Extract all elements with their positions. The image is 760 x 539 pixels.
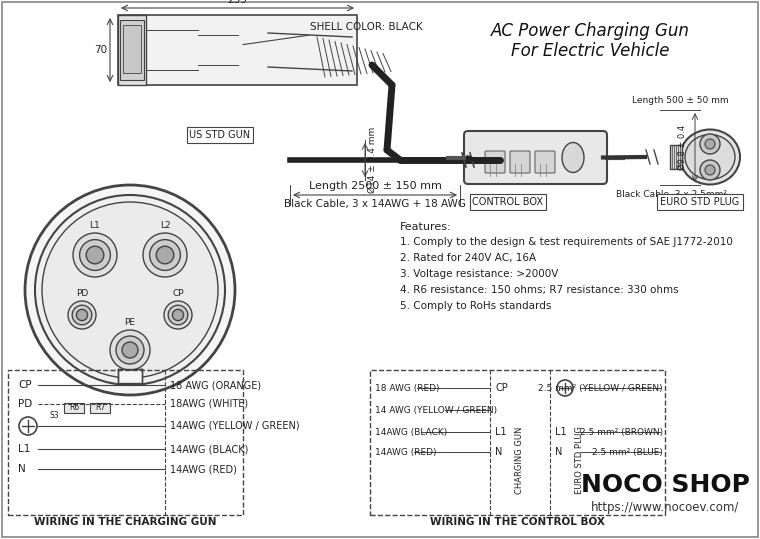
Text: R7: R7 xyxy=(95,404,105,412)
Text: 5. Comply to RoHs standards: 5. Comply to RoHs standards xyxy=(400,301,551,311)
Text: SHELL COLOR: BLACK: SHELL COLOR: BLACK xyxy=(242,22,423,45)
Text: L1: L1 xyxy=(495,427,507,437)
Text: 4. R6 resistance: 150 ohms; R7 resistance: 330 ohms: 4. R6 resistance: 150 ohms; R7 resistanc… xyxy=(400,285,679,295)
Text: EURO STD PLUG: EURO STD PLUG xyxy=(575,426,584,494)
Circle shape xyxy=(68,301,96,329)
FancyBboxPatch shape xyxy=(535,151,555,173)
Text: Ø14 ± 0.4 mm: Ø14 ± 0.4 mm xyxy=(368,127,377,193)
Bar xyxy=(123,25,141,73)
Text: PE: PE xyxy=(125,318,135,327)
Circle shape xyxy=(25,185,235,395)
Ellipse shape xyxy=(685,135,735,179)
Bar xyxy=(120,20,144,80)
Text: 18AWG (WHITE): 18AWG (WHITE) xyxy=(170,399,248,409)
Circle shape xyxy=(164,301,192,329)
Text: L2: L2 xyxy=(160,221,170,230)
Text: L1: L1 xyxy=(18,444,30,454)
Text: 18 AWG (RED): 18 AWG (RED) xyxy=(375,384,439,392)
Text: CHARGING GUN: CHARGING GUN xyxy=(515,426,524,494)
Circle shape xyxy=(116,336,144,364)
Bar xyxy=(670,145,682,169)
Bar xyxy=(90,403,110,413)
Text: 14AWG (RED): 14AWG (RED) xyxy=(170,464,237,474)
Bar xyxy=(118,15,357,85)
Text: 3. Voltage resistance: >2000V: 3. Voltage resistance: >2000V xyxy=(400,269,559,279)
Text: Ø9.8 ± 0.4: Ø9.8 ± 0.4 xyxy=(677,125,686,170)
Circle shape xyxy=(80,240,110,271)
Text: https://www.nocoev.com/: https://www.nocoev.com/ xyxy=(591,501,739,515)
FancyBboxPatch shape xyxy=(510,151,530,173)
Text: Black Cable, 3 x 14AWG + 18 AWG: Black Cable, 3 x 14AWG + 18 AWG xyxy=(284,199,466,209)
Circle shape xyxy=(157,246,174,264)
Circle shape xyxy=(705,165,715,175)
Circle shape xyxy=(35,195,225,385)
Circle shape xyxy=(77,309,87,321)
Text: CP: CP xyxy=(495,383,508,393)
Text: Length 2500 ± 150 mm: Length 2500 ± 150 mm xyxy=(309,181,442,191)
Ellipse shape xyxy=(680,129,740,184)
Circle shape xyxy=(150,240,180,271)
Circle shape xyxy=(86,246,104,264)
Text: 70: 70 xyxy=(94,45,107,55)
Circle shape xyxy=(143,233,187,277)
Text: Length 500 ± 50 mm: Length 500 ± 50 mm xyxy=(632,96,728,105)
Text: 14AWG (YELLOW / GREEN): 14AWG (YELLOW / GREEN) xyxy=(170,421,299,431)
Text: WIRING IN THE CHARGING GUN: WIRING IN THE CHARGING GUN xyxy=(34,517,217,527)
Ellipse shape xyxy=(562,142,584,172)
Text: 1. Comply to the design & test requirements of SAE J1772-2010: 1. Comply to the design & test requireme… xyxy=(400,237,733,247)
Text: 2.5 mm² (YELLOW / GREEN): 2.5 mm² (YELLOW / GREEN) xyxy=(538,384,663,392)
Text: WIRING IN THE CONTROL BOX: WIRING IN THE CONTROL BOX xyxy=(430,517,605,527)
Text: Features:: Features: xyxy=(400,222,451,232)
Text: N: N xyxy=(495,447,502,457)
Text: NOCO SHOP: NOCO SHOP xyxy=(581,473,749,497)
Text: N: N xyxy=(18,464,26,474)
Circle shape xyxy=(73,233,117,277)
Text: 18 AWG (ORANGE): 18 AWG (ORANGE) xyxy=(170,380,261,390)
Text: 239: 239 xyxy=(227,0,248,5)
Text: N: N xyxy=(555,447,562,457)
Bar xyxy=(118,369,142,383)
FancyBboxPatch shape xyxy=(485,151,505,173)
Text: CP: CP xyxy=(18,380,32,390)
Text: AC Power Charging Gun: AC Power Charging Gun xyxy=(490,22,689,40)
Bar xyxy=(8,370,243,515)
Circle shape xyxy=(168,305,188,325)
Bar xyxy=(118,15,146,85)
Circle shape xyxy=(173,309,184,321)
Text: For Electric Vehicle: For Electric Vehicle xyxy=(511,42,670,60)
Circle shape xyxy=(557,380,573,396)
Bar xyxy=(64,403,84,413)
Text: 14AWG (BLACK): 14AWG (BLACK) xyxy=(170,444,249,454)
Circle shape xyxy=(700,160,720,180)
Circle shape xyxy=(122,342,138,358)
Text: L1: L1 xyxy=(90,221,100,230)
Text: L1: L1 xyxy=(555,427,567,437)
Circle shape xyxy=(42,202,218,378)
Text: Black Cable, 3 x 2.5mm²: Black Cable, 3 x 2.5mm² xyxy=(616,190,727,199)
Bar xyxy=(370,370,665,515)
Text: 14AWG (BLACK): 14AWG (BLACK) xyxy=(375,427,447,437)
Text: S3: S3 xyxy=(49,411,59,419)
Text: R6: R6 xyxy=(69,404,79,412)
FancyBboxPatch shape xyxy=(464,131,607,184)
Circle shape xyxy=(19,417,37,435)
Text: 2. Rated for 240V AC, 16A: 2. Rated for 240V AC, 16A xyxy=(400,253,536,263)
Text: 14AWG (RED): 14AWG (RED) xyxy=(375,447,436,457)
Text: 2.5 mm² (BROWN): 2.5 mm² (BROWN) xyxy=(580,427,663,437)
Text: CONTROL BOX: CONTROL BOX xyxy=(473,197,543,207)
Text: 2.5 mm² (BLUE): 2.5 mm² (BLUE) xyxy=(592,447,663,457)
Text: US STD GUN: US STD GUN xyxy=(189,130,251,140)
Text: CP: CP xyxy=(173,289,184,298)
Text: PD: PD xyxy=(76,289,88,298)
Text: EURO STD PLUG: EURO STD PLUG xyxy=(660,197,739,207)
Text: 14 AWG (YELLOW / GREEN): 14 AWG (YELLOW / GREEN) xyxy=(375,405,497,414)
Text: PD: PD xyxy=(18,399,32,409)
Circle shape xyxy=(700,134,720,154)
Circle shape xyxy=(110,330,150,370)
Circle shape xyxy=(72,305,92,325)
Circle shape xyxy=(705,139,715,149)
